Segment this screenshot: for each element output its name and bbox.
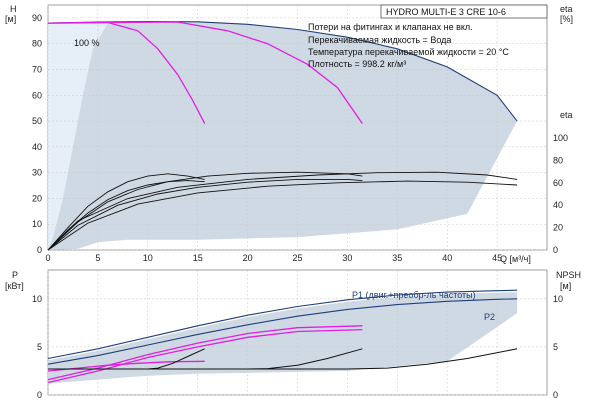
legend-p1: P1 (двиг.+преобр-ль частоты) [352, 290, 476, 300]
top-x-ticks: 0 5 10 15 20 25 30 35 40 45 [45, 253, 502, 263]
x-tick-label: 45 [492, 253, 502, 263]
y-tick-label: 70 [32, 64, 42, 74]
top-y2unit-alt: eta [560, 4, 573, 14]
y-tick-label: 0 [37, 245, 42, 255]
top-series-line [47, 171, 363, 251]
y2-tick-label: 20 [553, 223, 563, 233]
x-tick-label: 10 [143, 253, 153, 263]
y2-tick-label: 10 [553, 294, 563, 304]
chart-title: HYDRO MULTI-E 3 CRE 10-6 [386, 7, 506, 17]
y-tick-label: 20 [32, 193, 42, 203]
x-tick-label: 35 [392, 253, 402, 263]
y-tick-label: 5 [37, 342, 42, 352]
recommended-range-area [48, 23, 108, 251]
top-series-line [47, 171, 518, 251]
y2-tick-label: 0 [553, 390, 558, 400]
y-tick-label: 90 [32, 13, 42, 23]
bottom-y2unit: [м] [560, 281, 571, 291]
bottom-series-line [47, 298, 518, 365]
y-tick-label: 30 [32, 168, 42, 178]
top-y2label: eta [560, 110, 573, 120]
y-tick-label: 10 [32, 294, 42, 304]
top-xlabel: Q [м³/ч] [500, 254, 531, 264]
power-npsh-panel: 0 5 10 0 5 10 P [кВт] NPSH [м] P1 (двиг.+пре… [5, 269, 581, 400]
y2-tick-label: 100 [553, 133, 568, 143]
bottom-series-line [47, 325, 363, 381]
head-eta-panel: 0 5 10 15 20 25 30 35 40 45 0 10 20 30 40 50 60 70 80 90 0… [5, 4, 573, 264]
top-y2unit: [%] [560, 14, 573, 24]
top-y2-ticks: 0 20 40 60 80 100 [553, 133, 568, 255]
x-tick-label: 5 [95, 253, 100, 263]
y2-tick-label: 60 [553, 178, 563, 188]
x-tick-label: 20 [243, 253, 253, 263]
top-series-line [47, 180, 205, 251]
x-tick-label: 0 [45, 253, 50, 263]
y2-tick-label: 80 [553, 155, 563, 165]
x-tick-label: 25 [292, 253, 302, 263]
annotation-fittings: Потери на фитингах и клапанах не вкл. [308, 22, 473, 32]
y2-tick-label: 0 [553, 245, 558, 255]
x-tick-label: 30 [342, 253, 352, 263]
bottom-y2label: NPSH [556, 270, 581, 280]
bottom-ylabel: P [12, 270, 18, 280]
top-series-line [47, 178, 363, 251]
power-range-area [48, 292, 518, 384]
x-tick-label: 15 [193, 253, 203, 263]
bottom-y2-ticks: 0 5 10 [553, 294, 563, 400]
y-tick-label: 50 [32, 116, 42, 126]
bottom-y-ticks: 0 5 10 [32, 294, 42, 400]
bottom-series-line [47, 328, 363, 384]
annotation-liquid: Перекачиваемая жидкость = Вода [308, 35, 451, 45]
annotation-density: Плотность = 998.2 кг/м³ [308, 59, 406, 69]
top-ylabel: H [10, 4, 17, 14]
y2-tick-label: 40 [553, 200, 563, 210]
bottom-series-group [47, 289, 518, 384]
top-y-ticks: 0 10 20 30 40 50 60 70 80 90 [32, 13, 42, 255]
top-grid [47, 5, 547, 251]
y2-tick-label: 5 [553, 342, 558, 352]
y-tick-label: 10 [32, 219, 42, 229]
y-tick-label: 80 [32, 39, 42, 49]
y-tick-label: 40 [32, 142, 42, 152]
legend-p2: P2 [484, 312, 495, 322]
bottom-series-line [47, 289, 518, 360]
title-box [380, 4, 548, 19]
x-tick-label: 40 [442, 253, 452, 263]
y-tick-label: 0 [37, 390, 42, 400]
bottom-series-line [48, 348, 518, 370]
top-yunit: [м] [5, 14, 16, 24]
speed-label: 100 % [74, 38, 100, 48]
top-series-line [47, 173, 205, 251]
top-series-line [47, 21, 363, 124]
top-series-group [47, 20, 518, 251]
annotation-temperature: Температура перекачиваемой жидкости = 20… [308, 47, 509, 57]
y-tick-label: 60 [32, 90, 42, 100]
bottom-yunit: [кВт] [5, 281, 24, 291]
top-series-line [47, 180, 518, 251]
